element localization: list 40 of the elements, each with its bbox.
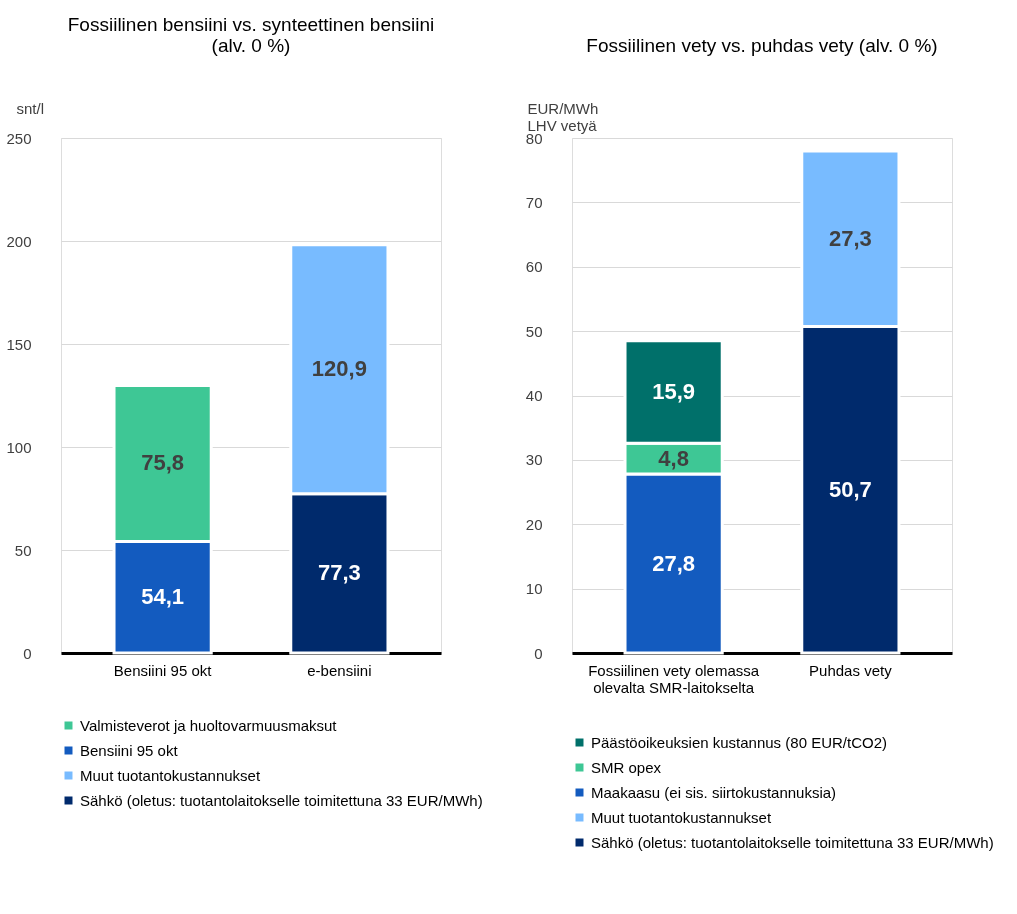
y-tick-label: 40 [525,387,543,404]
data-label: 77,3 [317,560,361,586]
y-axis-title: snt/l [16,99,45,117]
legend-label: Muut tuotantokustannukset [591,808,772,826]
x-tick-label: Bensiini 95 okt [113,661,213,679]
y-tick-label: 50 [14,541,32,559]
x-tick-label: Puhdas vety [809,661,893,679]
legend-label: Muut tuotantokustannukset [80,766,261,784]
y-tick-label: 200 [6,232,32,250]
data-label: 4,8 [658,445,689,471]
y-tick-label: 20 [525,515,543,533]
y-tick-label: 100 [6,438,32,456]
x-tick-label: e-bensiini [307,661,372,679]
y-tick-label: 250 [6,129,32,147]
x-tick-label: Fossiilinen vety olemassa olevalta SMR-laitokselta [588,661,760,696]
legend-label: Maakaasu (ei sis. siirtokustannuksia) [591,783,837,801]
legend-label: Valmisteverot ja huoltovarmuusmaksut [80,716,338,734]
data-label: 75,8 [141,450,185,476]
y-tick-label: 70 [525,193,543,211]
data-label: 120,9 [311,356,367,382]
data-label: 50,7 [828,476,872,502]
y-tick-label: 30 [525,451,543,469]
legend-label: Päästöoikeuksien kustannus (80 EUR/tCO2) [591,733,887,751]
data-label: 15,9 [652,378,696,404]
y-tick-label: 10 [525,580,543,598]
y-tick-label: 150 [6,335,32,353]
data-label: 27,3 [828,225,872,251]
y-axis-title: EUR/MWh LHV vetyä [527,99,599,134]
data-label: 27,8 [652,550,696,576]
data-label: 54,1 [141,584,185,610]
y-tick-label: 0 [23,644,32,662]
chart-title: Fossiilinen vety vs. puhdas vety (alv. 0 %) [586,35,938,56]
legend-label: Bensiini 95 okt [80,741,179,759]
y-tick-label: 50 [525,322,543,340]
chart-title: Fossiilinen bensiini vs. synteettinen bensiini (alv. 0 %) [67,14,435,56]
y-tick-label: 60 [525,258,543,276]
legend-label: SMR opex [591,758,662,776]
y-tick-label: 0 [534,644,543,662]
legend-label: Sähkö (oletus: tuotantolaitokselle toimitettuna 33 EUR/MWh) [80,791,483,809]
legend-label: Sähkö (oletus: tuotantolaitokselle toimitettuna 33 EUR/MWh) [591,833,994,851]
